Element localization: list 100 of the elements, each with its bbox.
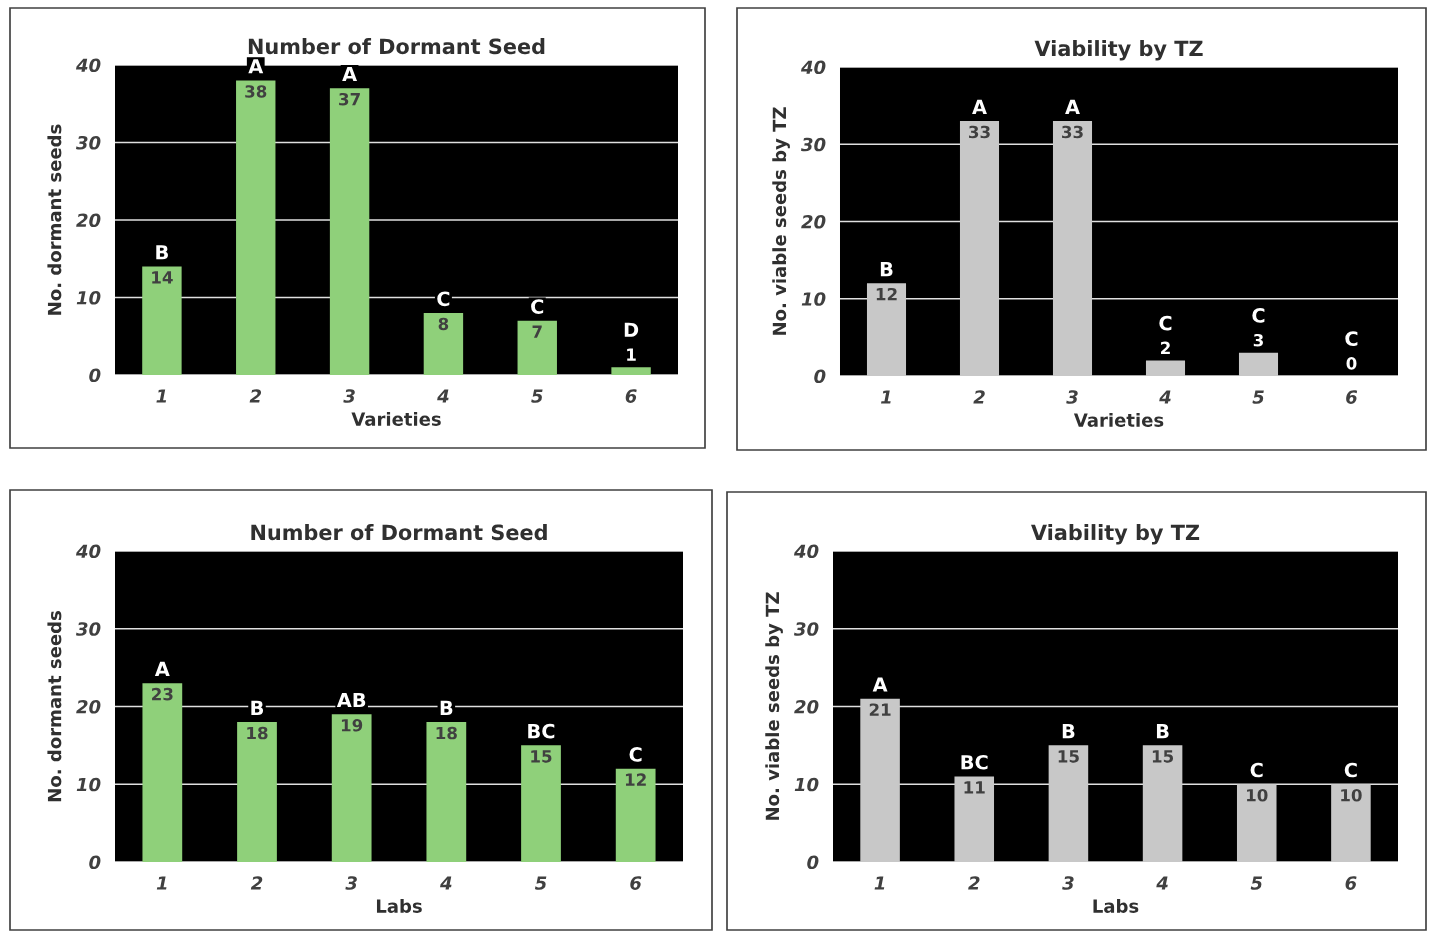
y-tick-label: 30 <box>793 622 819 636</box>
x-tick-label: 2 <box>973 390 985 404</box>
data-label: 10 <box>1341 788 1362 802</box>
y-tick-label: 10 <box>76 777 101 792</box>
x-tick-label: 2 <box>968 876 980 890</box>
annotation: A <box>972 99 987 114</box>
y-tick-label: 0 <box>89 368 101 383</box>
x-axis-title: Labs <box>376 898 422 913</box>
data-label: 37 <box>339 92 360 106</box>
bar <box>959 121 1000 376</box>
data-label: 23 <box>152 687 173 701</box>
y-tick-label: 40 <box>75 58 101 73</box>
data-label: 3 <box>1253 333 1263 347</box>
annotation: C <box>531 299 544 314</box>
bar <box>1142 745 1183 862</box>
y-tick-label: 40 <box>793 544 819 559</box>
y-tick-label: 0 <box>807 855 819 870</box>
data-label: 12 <box>876 287 897 301</box>
x-tick-label: 1 <box>874 876 885 890</box>
bar <box>860 698 900 862</box>
data-label: 15 <box>1058 750 1079 763</box>
x-tick-label: 2 <box>250 876 263 890</box>
y-tick-label: 20 <box>76 699 101 714</box>
data-label: 10 <box>1247 788 1268 802</box>
x-tick-label: 6 <box>630 876 642 890</box>
annotation: C <box>1250 762 1263 778</box>
bar <box>615 768 656 862</box>
x-tick-label: 6 <box>1346 390 1358 404</box>
bar <box>517 320 557 375</box>
bar <box>1052 121 1093 376</box>
annotation: C <box>1345 331 1358 346</box>
annotation: B <box>440 700 453 715</box>
bar <box>236 80 276 375</box>
annotation: A <box>248 59 264 74</box>
annotation: A <box>342 66 358 82</box>
data-label: 8 <box>438 317 449 331</box>
y-tick-label: 40 <box>800 60 826 75</box>
y-tick-label: 20 <box>794 699 819 714</box>
annotation: B <box>251 700 264 715</box>
bar <box>1331 784 1371 862</box>
x-axis-title: Varieties <box>351 411 441 426</box>
annotation: C <box>629 747 642 762</box>
y-tick-label: 20 <box>76 213 101 228</box>
annotation: B <box>880 261 893 277</box>
data-label: 12 <box>625 773 646 786</box>
bar <box>611 367 651 375</box>
bar <box>237 722 277 862</box>
x-tick-label: 3 <box>1062 876 1074 890</box>
annotation: D <box>624 322 639 337</box>
y-tick-label: 30 <box>75 135 101 150</box>
x-tick-label: 3 <box>345 876 357 890</box>
bar <box>423 313 464 375</box>
data-label: 2 <box>1161 341 1170 354</box>
x-tick-label: 6 <box>1345 876 1357 890</box>
data-label: 14 <box>152 271 173 284</box>
x-tick-label: 1 <box>156 876 167 890</box>
data-label: 38 <box>245 85 267 98</box>
data-label: 33 <box>1062 125 1083 139</box>
annotation: BC <box>528 723 555 739</box>
x-tick-label: 3 <box>343 389 355 403</box>
x-axis-title: Varieties <box>1073 412 1164 427</box>
annotation: A <box>1065 99 1080 114</box>
y-tick-label: 0 <box>89 855 101 870</box>
data-label: 0 <box>1346 357 1357 370</box>
annotation: B <box>1156 724 1169 739</box>
y-tick-label: 20 <box>801 214 826 229</box>
annotation: C <box>1159 315 1172 331</box>
y-tick-label: 10 <box>76 290 101 305</box>
y-axis-title: No. dormant seeds <box>47 124 62 315</box>
bar <box>142 266 182 375</box>
x-tick-label: 5 <box>1250 876 1263 890</box>
y-axis-title: No. viable seeds by TZ <box>772 107 790 335</box>
data-label: 15 <box>1152 750 1174 763</box>
x-tick-label: 5 <box>531 389 543 403</box>
y-tick-label: 30 <box>800 137 826 152</box>
data-label: 11 <box>964 781 985 794</box>
bar <box>866 283 907 376</box>
x-tick-label: 3 <box>1066 390 1078 404</box>
y-axis-title: No. viable seeds by TZ <box>765 592 783 820</box>
x-tick-label: 5 <box>1252 390 1264 404</box>
bar <box>331 714 372 862</box>
y-tick-label: 0 <box>814 369 826 384</box>
x-tick-label: 1 <box>880 390 891 404</box>
x-tick-label: 6 <box>625 389 637 403</box>
data-label: 19 <box>341 718 363 732</box>
chart-title: Number of Dormant Seed <box>251 524 547 541</box>
bar <box>1145 360 1186 376</box>
annotation: C <box>1344 762 1357 778</box>
data-label: 1 <box>627 348 636 361</box>
y-tick-label: 10 <box>801 292 826 306</box>
bar <box>329 88 370 375</box>
x-tick-label: 5 <box>534 876 547 890</box>
annotation: A <box>872 677 888 692</box>
y-tick-label: 30 <box>75 622 101 636</box>
annotation: AB <box>336 692 366 708</box>
annotation: C <box>437 291 450 307</box>
data-label: 7 <box>532 325 542 338</box>
chart-title: Number of Dormant Seed <box>248 38 545 55</box>
chart-title: Viability by TZ <box>1031 524 1200 545</box>
x-tick-label: 4 <box>440 876 452 890</box>
